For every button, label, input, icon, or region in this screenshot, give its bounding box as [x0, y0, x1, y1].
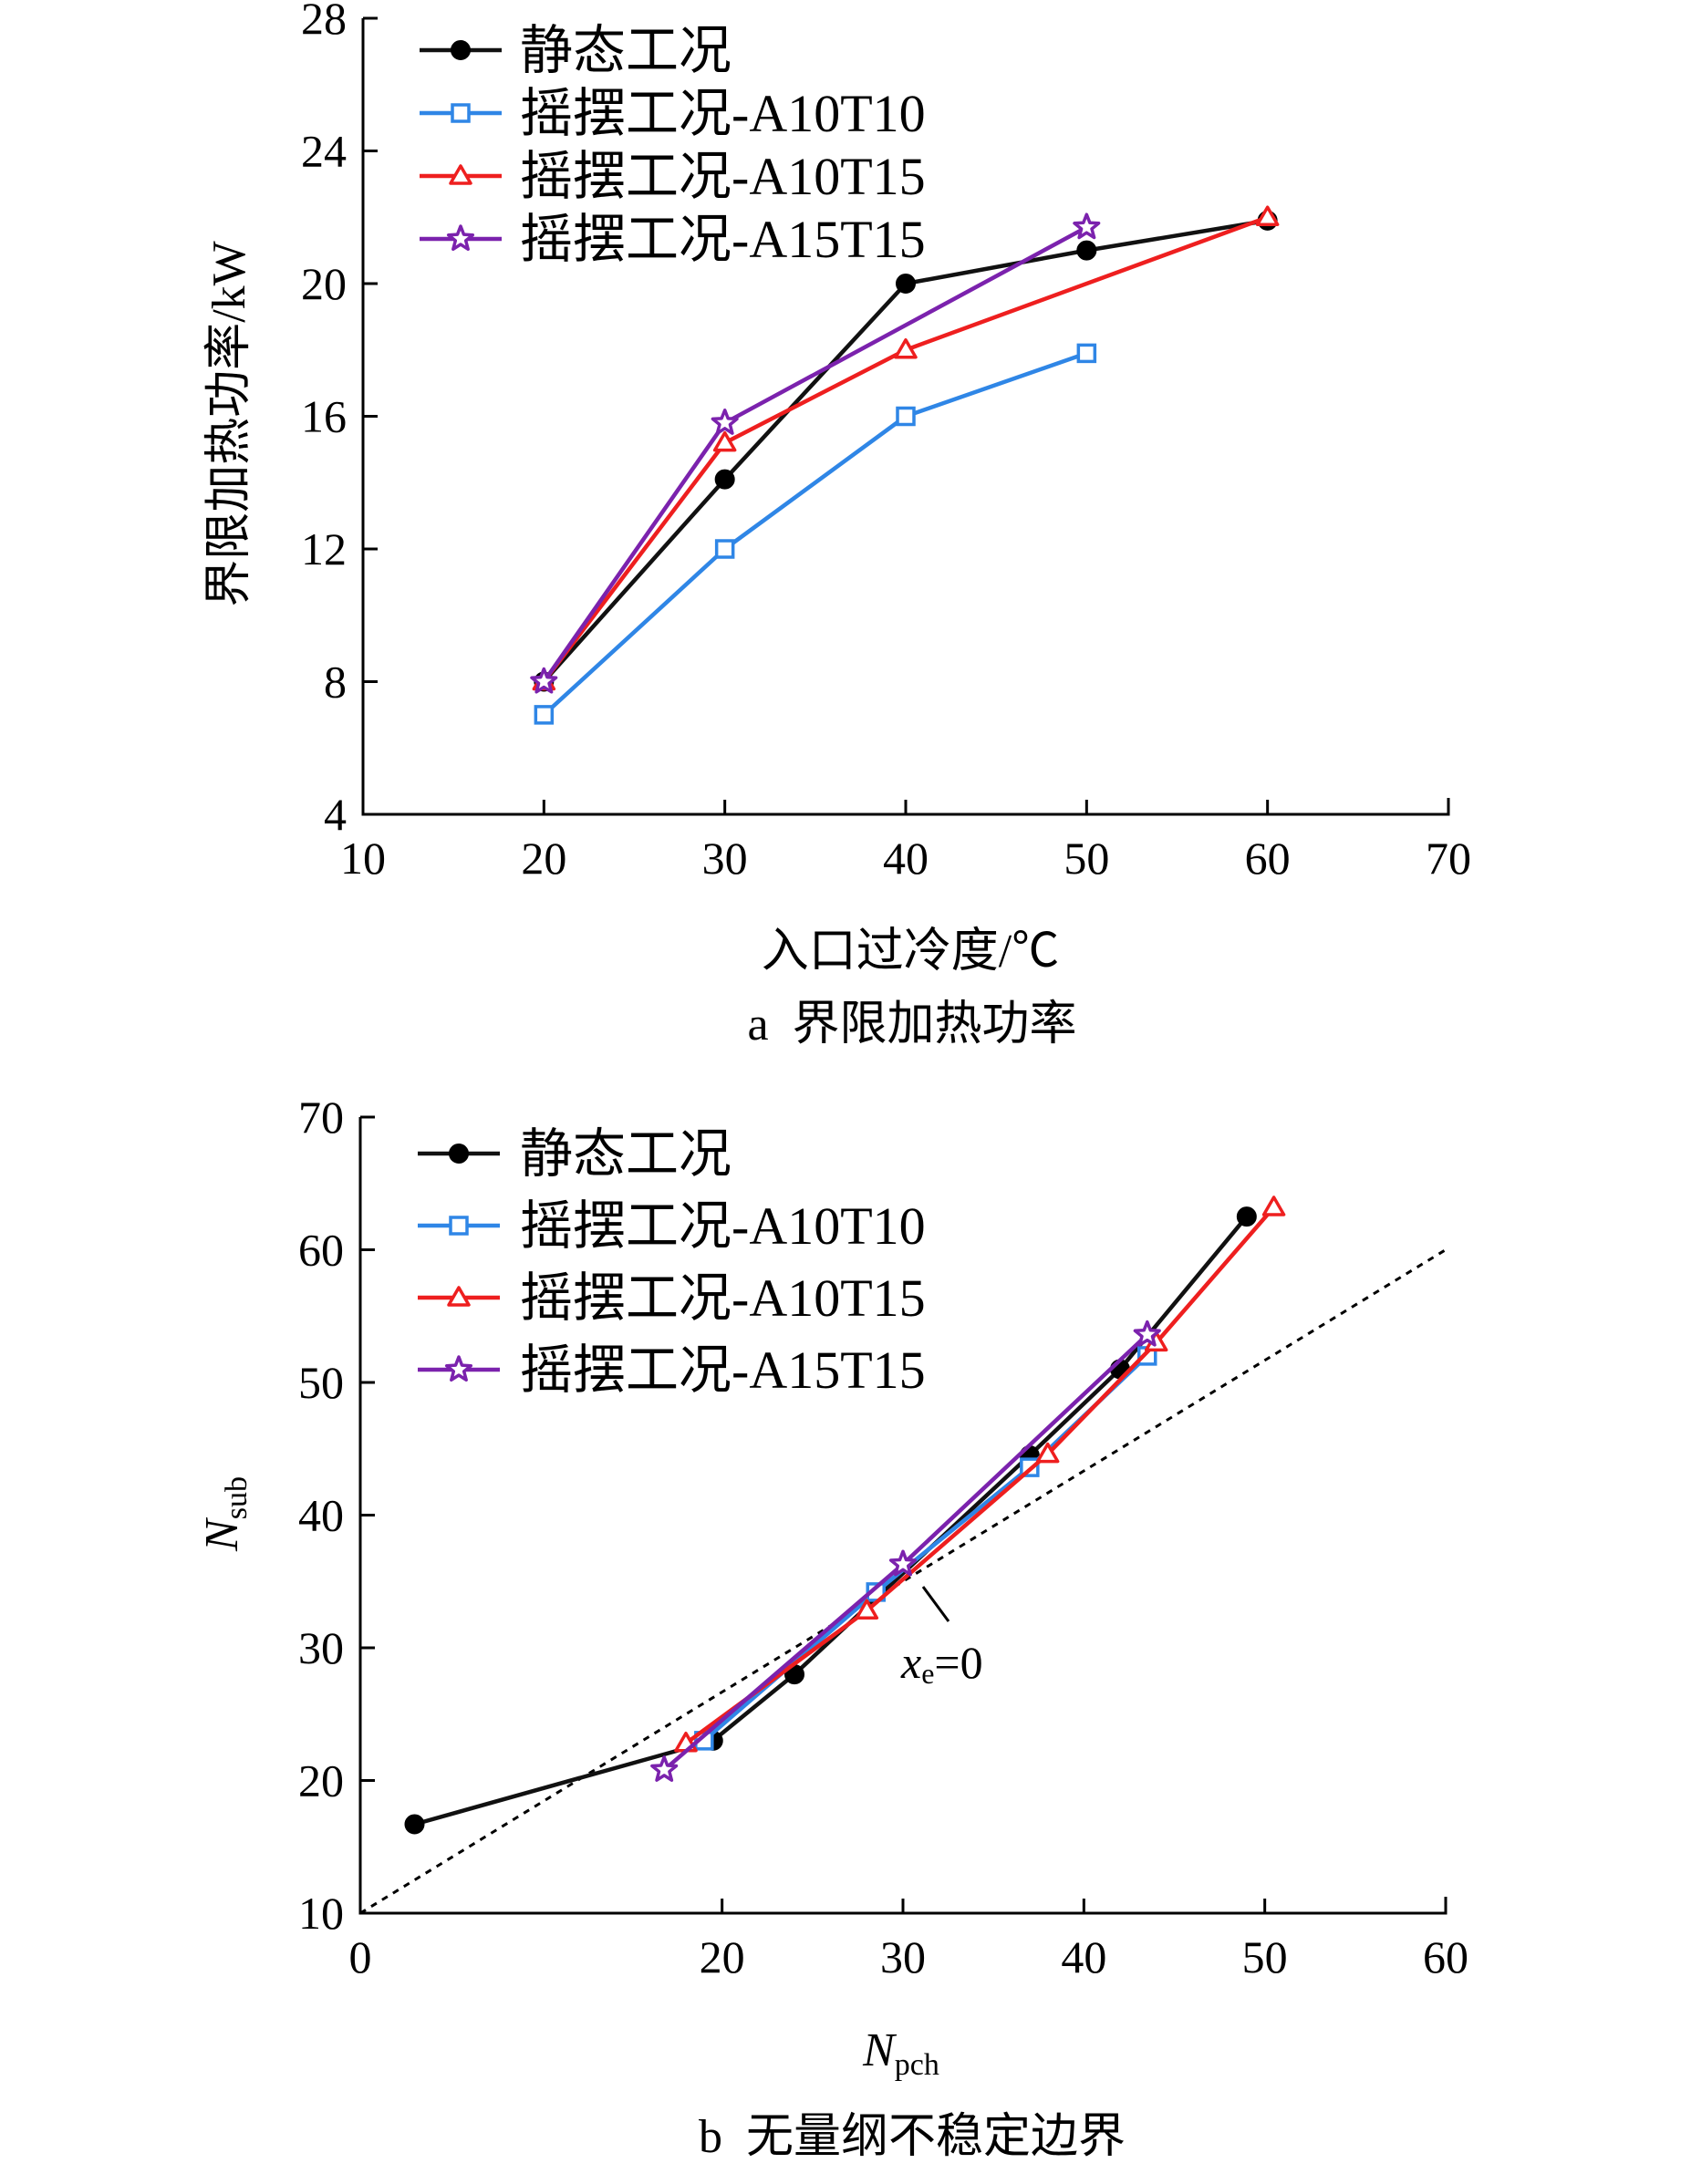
data-point-a10t15	[1255, 205, 1280, 226]
data-point-static	[1236, 1206, 1257, 1227]
legend-item-a10t15: 摇摆工况-A10T15	[418, 1268, 926, 1328]
legend-marker-square	[451, 103, 471, 123]
series-a10t10	[534, 343, 1097, 725]
legend-item-a15t15: 摇摆工况-A15T15	[420, 210, 926, 269]
x-tick-label: 50	[1242, 1931, 1288, 1982]
data-point-a10t10	[714, 539, 735, 559]
legend-item-a10t10: 摇摆工况-A10T10	[420, 84, 926, 143]
y-tick-label: 70	[298, 1092, 344, 1143]
legend-label: 静态工况	[520, 1124, 732, 1184]
data-point-static	[404, 1814, 425, 1835]
data-point-a15t15	[530, 667, 558, 694]
x-tick-label: 40	[1061, 1931, 1106, 1982]
data-point-a15t15	[650, 1755, 679, 1782]
x-tick-label: 30	[880, 1931, 926, 1982]
x-tick-label: 20	[521, 833, 566, 884]
y-tick-label: 12	[301, 523, 347, 574]
series-line-a10t15	[542, 215, 1269, 683]
x-tick-label: 0	[349, 1931, 372, 1982]
y-tick-label: 10	[298, 1888, 344, 1939]
y-tick-label: 40	[298, 1490, 344, 1541]
legend-label: 摇摆工况-A10T15	[520, 147, 926, 206]
data-point-static	[714, 469, 735, 490]
legend-item-a10t15: 摇摆工况-A10T15	[420, 147, 926, 206]
series-line-a10t10	[542, 351, 1088, 717]
y-tick-label: 24	[301, 126, 347, 177]
series-line-a15t15	[542, 225, 1088, 683]
chart-b-caption: b 无量纲不稳定边界	[699, 2111, 1126, 2163]
legend-marker-square	[449, 1216, 469, 1236]
y-tick-label: 50	[298, 1357, 344, 1408]
chart-a-ticks: 4 8 12 16 20 24 28 10 20 30 40 50 60 70	[301, 0, 1471, 884]
legend-label: 摇摆工况-A10T10	[520, 84, 926, 143]
y-tick-label: 28	[301, 0, 347, 44]
chart-b-xe-label: xe=0	[900, 1637, 983, 1690]
chart-b-y-axis-title: Nsub	[196, 1476, 254, 1552]
legend-marker-triangle	[447, 1286, 471, 1307]
data-point-a10t15	[855, 1599, 879, 1620]
series-a15t15	[530, 212, 1101, 694]
legend-label: 摇摆工况-A15T15	[520, 1340, 926, 1400]
chart-b-xe-label-pointer	[921, 1586, 950, 1622]
chart-a-limit-heating-power: 4 8 12 16 20 24 28 10 20 30 40 50 60 70 入口过冷度/℃ 界限加热功…	[203, 0, 1471, 1051]
x-tick-label: 40	[883, 833, 929, 884]
legend-item-a15t15: 摇摆工况-A15T15	[418, 1340, 926, 1400]
y-tick-label: 8	[324, 657, 347, 708]
x-tick-label: 60	[1423, 1931, 1468, 1982]
legend-label: 摇摆工况-A10T10	[520, 1196, 926, 1256]
x-tick-label: 20	[700, 1931, 745, 1982]
y-tick-label: 30	[298, 1622, 344, 1673]
legend-marker-circle	[449, 1144, 469, 1164]
data-point-a10t15	[712, 430, 737, 452]
chart-b-series	[404, 1196, 1286, 1835]
legend-marker-star	[446, 224, 475, 252]
chart-b-xe-zero-reference-line	[359, 1248, 1447, 1915]
x-tick-label: 60	[1245, 833, 1291, 884]
data-point-a10t15	[1261, 1196, 1286, 1216]
legend-label: 摇摆工况-A10T15	[520, 1268, 926, 1328]
y-tick-label: 60	[298, 1225, 344, 1276]
data-point-a15t15	[1133, 1320, 1161, 1347]
y-tick-label: 4	[324, 789, 347, 840]
chart-a-series	[530, 205, 1280, 725]
data-point-a10t10	[1076, 343, 1097, 364]
legend-marker-triangle	[449, 164, 472, 185]
data-point-a10t10	[534, 705, 555, 725]
chart-a-x-axis-title: 入口过冷度/℃	[762, 926, 1059, 978]
legend-marker-circle	[451, 40, 471, 60]
y-tick-label: 20	[298, 1755, 344, 1806]
data-point-a15t15	[888, 1549, 918, 1577]
x-tick-label: 70	[1426, 833, 1471, 884]
legend-item-a10t10: 摇摆工况-A10T10	[418, 1196, 926, 1256]
chart-b-x-axis-title: Npch	[862, 2024, 939, 2082]
legend-item-static: 静态工况	[418, 1124, 732, 1184]
chart-b-ticks: 10 20 30 40 50 60 70 0 20 30 40 50 60	[298, 1092, 1468, 1982]
y-tick-label: 16	[301, 391, 347, 442]
data-point-a15t15	[711, 409, 739, 435]
legend-label: 静态工况	[520, 21, 732, 80]
data-point-a10t15	[1035, 1442, 1060, 1464]
legend-label: 摇摆工况-A15T15	[520, 210, 926, 269]
x-tick-label: 10	[340, 833, 386, 884]
chart-a-y-axis-title: 界限加热功率/kW	[203, 241, 255, 607]
x-tick-label: 50	[1064, 833, 1109, 884]
chart-b-dimensionless-instability-boundary: xe=0 10 20 30 40 50 60 70 0 20 30 40 50 60 Npch Nsub…	[196, 1092, 1468, 2163]
data-point-static	[896, 274, 916, 294]
series-a15t15	[650, 1320, 1161, 1782]
x-tick-label: 30	[702, 833, 748, 884]
legend-item-static: 静态工况	[420, 21, 732, 80]
data-point-static	[1076, 240, 1097, 261]
data-point-a10t15	[894, 338, 918, 359]
legend-marker-star	[444, 1355, 473, 1382]
data-point-a15t15	[1073, 212, 1101, 240]
chart-a-caption: a 界限加热功率	[747, 999, 1076, 1051]
y-tick-label: 20	[301, 258, 347, 309]
data-point-a10t10	[896, 406, 916, 427]
